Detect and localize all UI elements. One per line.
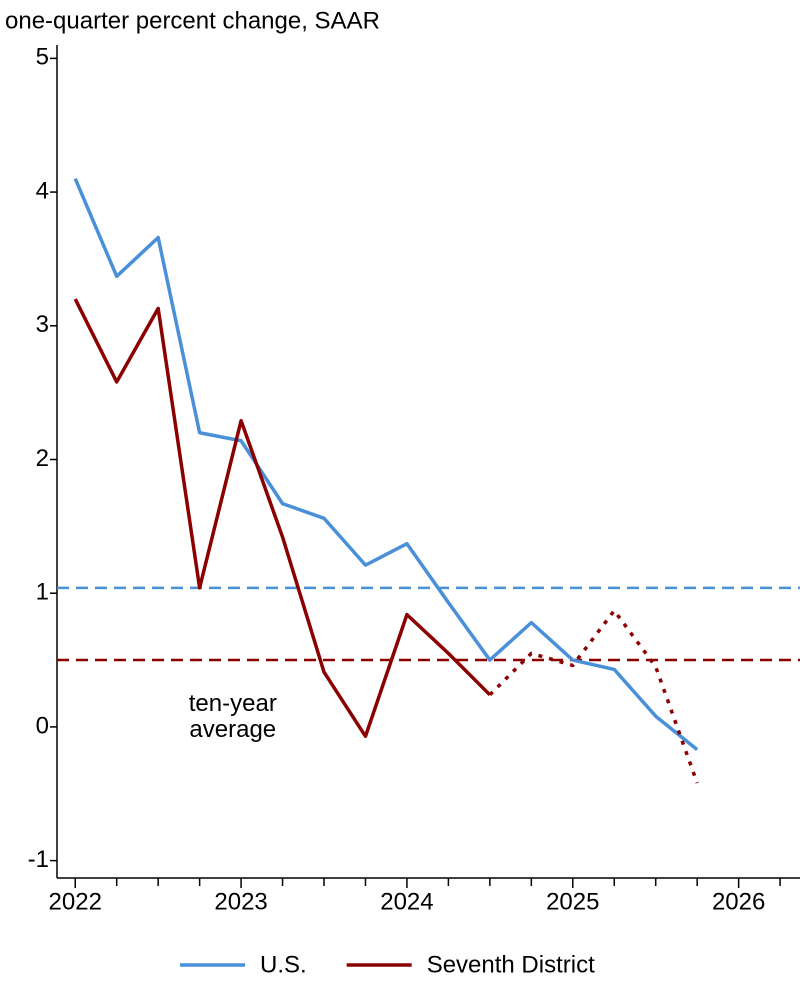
y-tick-label: 1 xyxy=(36,579,49,606)
y-tick-label: 0 xyxy=(36,712,49,739)
series-line-dotted xyxy=(488,608,699,784)
x-tick-label: 2024 xyxy=(380,888,433,915)
series-line xyxy=(73,298,492,739)
y-tick-label: 4 xyxy=(36,177,49,204)
legend-label: U.S. xyxy=(260,951,307,978)
y-tick-label: 3 xyxy=(36,311,49,338)
series-line xyxy=(73,178,699,752)
y-tick-label: 2 xyxy=(36,445,49,472)
annotation: ten-year xyxy=(189,690,277,717)
legend-label: Seventh District xyxy=(427,951,595,978)
x-tick-label: 2023 xyxy=(214,888,267,915)
y-tick-label: 5 xyxy=(36,44,49,71)
x-tick-label: 2026 xyxy=(712,888,765,915)
y-axis-label: one-quarter percent change, SAAR xyxy=(5,7,380,34)
x-tick-label: 2022 xyxy=(49,888,102,915)
x-tick-label: 2025 xyxy=(546,888,599,915)
y-tick-label: -1 xyxy=(28,846,49,873)
annotation: average xyxy=(189,716,276,743)
